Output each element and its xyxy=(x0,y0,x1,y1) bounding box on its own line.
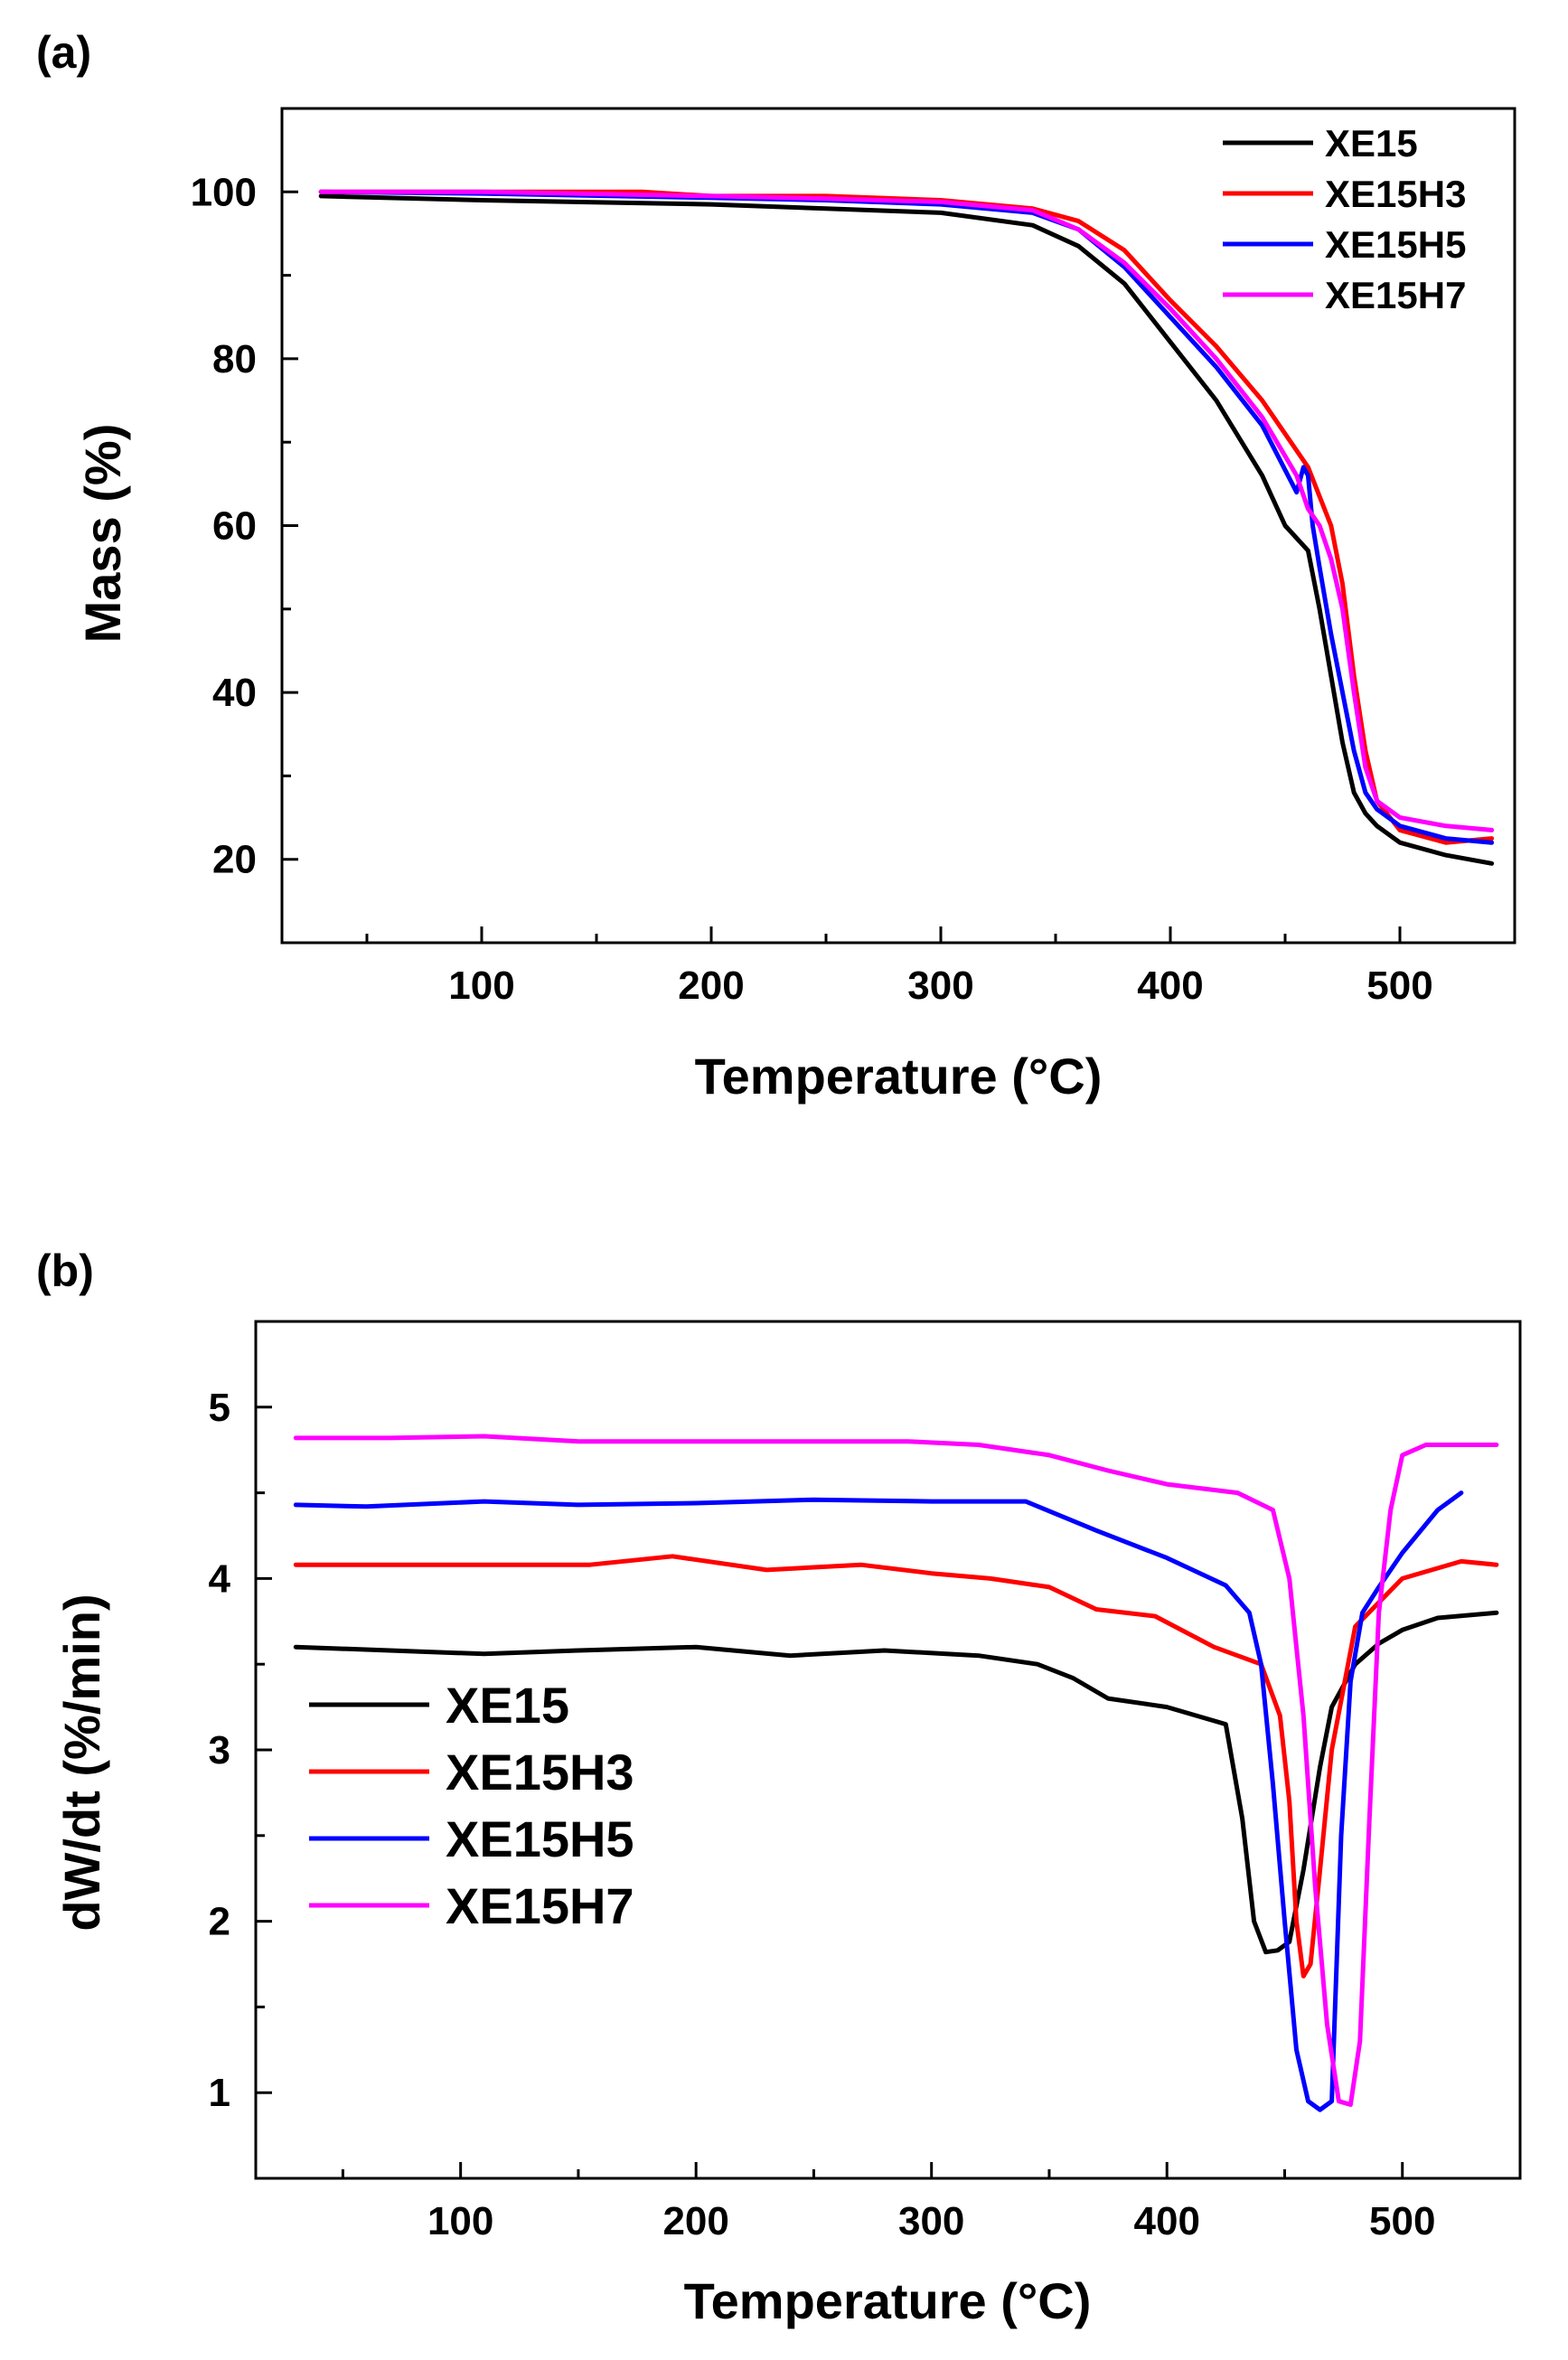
panel-b-y-tick-label: 2 xyxy=(209,1900,230,1944)
panel-a-plot-frame xyxy=(280,107,1516,945)
panel-b-series-group xyxy=(293,1434,1499,2112)
panel-a-x-tick-label: 200 xyxy=(678,964,744,1008)
panel-b-x-axis-label: Temperature (°C) xyxy=(684,2272,1092,2329)
panel-a-legend-label-xe15h5: XE15H5 xyxy=(1325,223,1466,266)
panel-a-legend: XE15 XE15H3 XE15H5 XE15H7 xyxy=(1223,122,1466,316)
panel-a-y-tick-label: 40 xyxy=(212,671,257,715)
panel-b-x-tick-label: 200 xyxy=(662,2199,728,2243)
panel-a-x-tick-label: 500 xyxy=(1366,964,1432,1008)
panel-a-y-tick-label: 100 xyxy=(191,170,257,214)
panel-b-x-tick-label: 500 xyxy=(1369,2199,1435,2243)
panel-b-legend: XE15 XE15H3 XE15H5 XE15H7 xyxy=(309,1677,634,1934)
panel-a-x-axis-label: Temperature (°C) xyxy=(695,1048,1103,1105)
panel-a-series-group xyxy=(318,189,1495,866)
panel-a-legend-label-xe15: XE15 xyxy=(1325,122,1418,165)
panel-b-legend-label-xe15: XE15 xyxy=(446,1677,569,1734)
panel-b-y-tick-label: 4 xyxy=(209,1556,231,1601)
panel-b-plot-frame xyxy=(254,1320,1522,2180)
panel-a-legend-label-xe15h3: XE15H3 xyxy=(1325,173,1466,215)
panel-a-axes: 100 200 300 400 500 20 40 60 80 100 xyxy=(191,170,1433,1008)
panel-a-series-xe15 xyxy=(318,193,1495,866)
panel-a: (a) 100 200 300 400 500 20 40 60 80 100 XE15 XE15H… xyxy=(36,27,1516,1105)
panel-b: (b) 100 200 300 400 500 1 2 3 4 5 XE15 XE15H3 XE15H… xyxy=(36,1246,1522,2329)
panel-a-x-tick-label: 300 xyxy=(907,964,973,1008)
panel-b-series-xe15h7 xyxy=(293,1434,1499,2107)
panel-b-series-xe15h3 xyxy=(293,1554,1499,1979)
panel-b-y-tick-label: 5 xyxy=(209,1386,230,1430)
panel-b-series-xe15h5 xyxy=(293,1490,1464,2112)
panel-a-legend-label-xe15h7: XE15H7 xyxy=(1325,274,1466,316)
panel-a-y-tick-label: 20 xyxy=(212,838,257,882)
panel-b-y-axis-label: dW/dt (%/min) xyxy=(53,1594,110,1931)
panel-a-y-tick-label: 60 xyxy=(212,504,257,549)
panel-b-y-tick-label: 3 xyxy=(209,1728,230,1772)
panel-a-label: (a) xyxy=(36,27,91,78)
panel-a-series-xe15h7 xyxy=(318,189,1495,832)
panel-a-y-axis-label: Mass (%) xyxy=(74,424,131,644)
panel-b-y-tick-label: 1 xyxy=(209,2071,230,2115)
panel-a-x-tick-label: 400 xyxy=(1137,964,1203,1008)
panel-b-x-tick-label: 100 xyxy=(427,2199,493,2243)
panel-b-legend-label-xe15h5: XE15H5 xyxy=(446,1810,634,1867)
panel-b-legend-label-xe15h3: XE15H3 xyxy=(446,1744,634,1801)
panel-b-x-tick-label: 300 xyxy=(898,2199,964,2243)
panel-b-label: (b) xyxy=(36,1246,94,1296)
panel-b-legend-label-xe15h7: XE15H7 xyxy=(446,1877,634,1934)
panel-b-x-tick-label: 400 xyxy=(1134,2199,1200,2243)
panel-a-x-tick-label: 100 xyxy=(448,964,514,1008)
panel-a-y-tick-label: 80 xyxy=(212,337,257,381)
panel-b-axes: 100 200 300 400 500 1 2 3 4 5 xyxy=(209,1386,1436,2243)
